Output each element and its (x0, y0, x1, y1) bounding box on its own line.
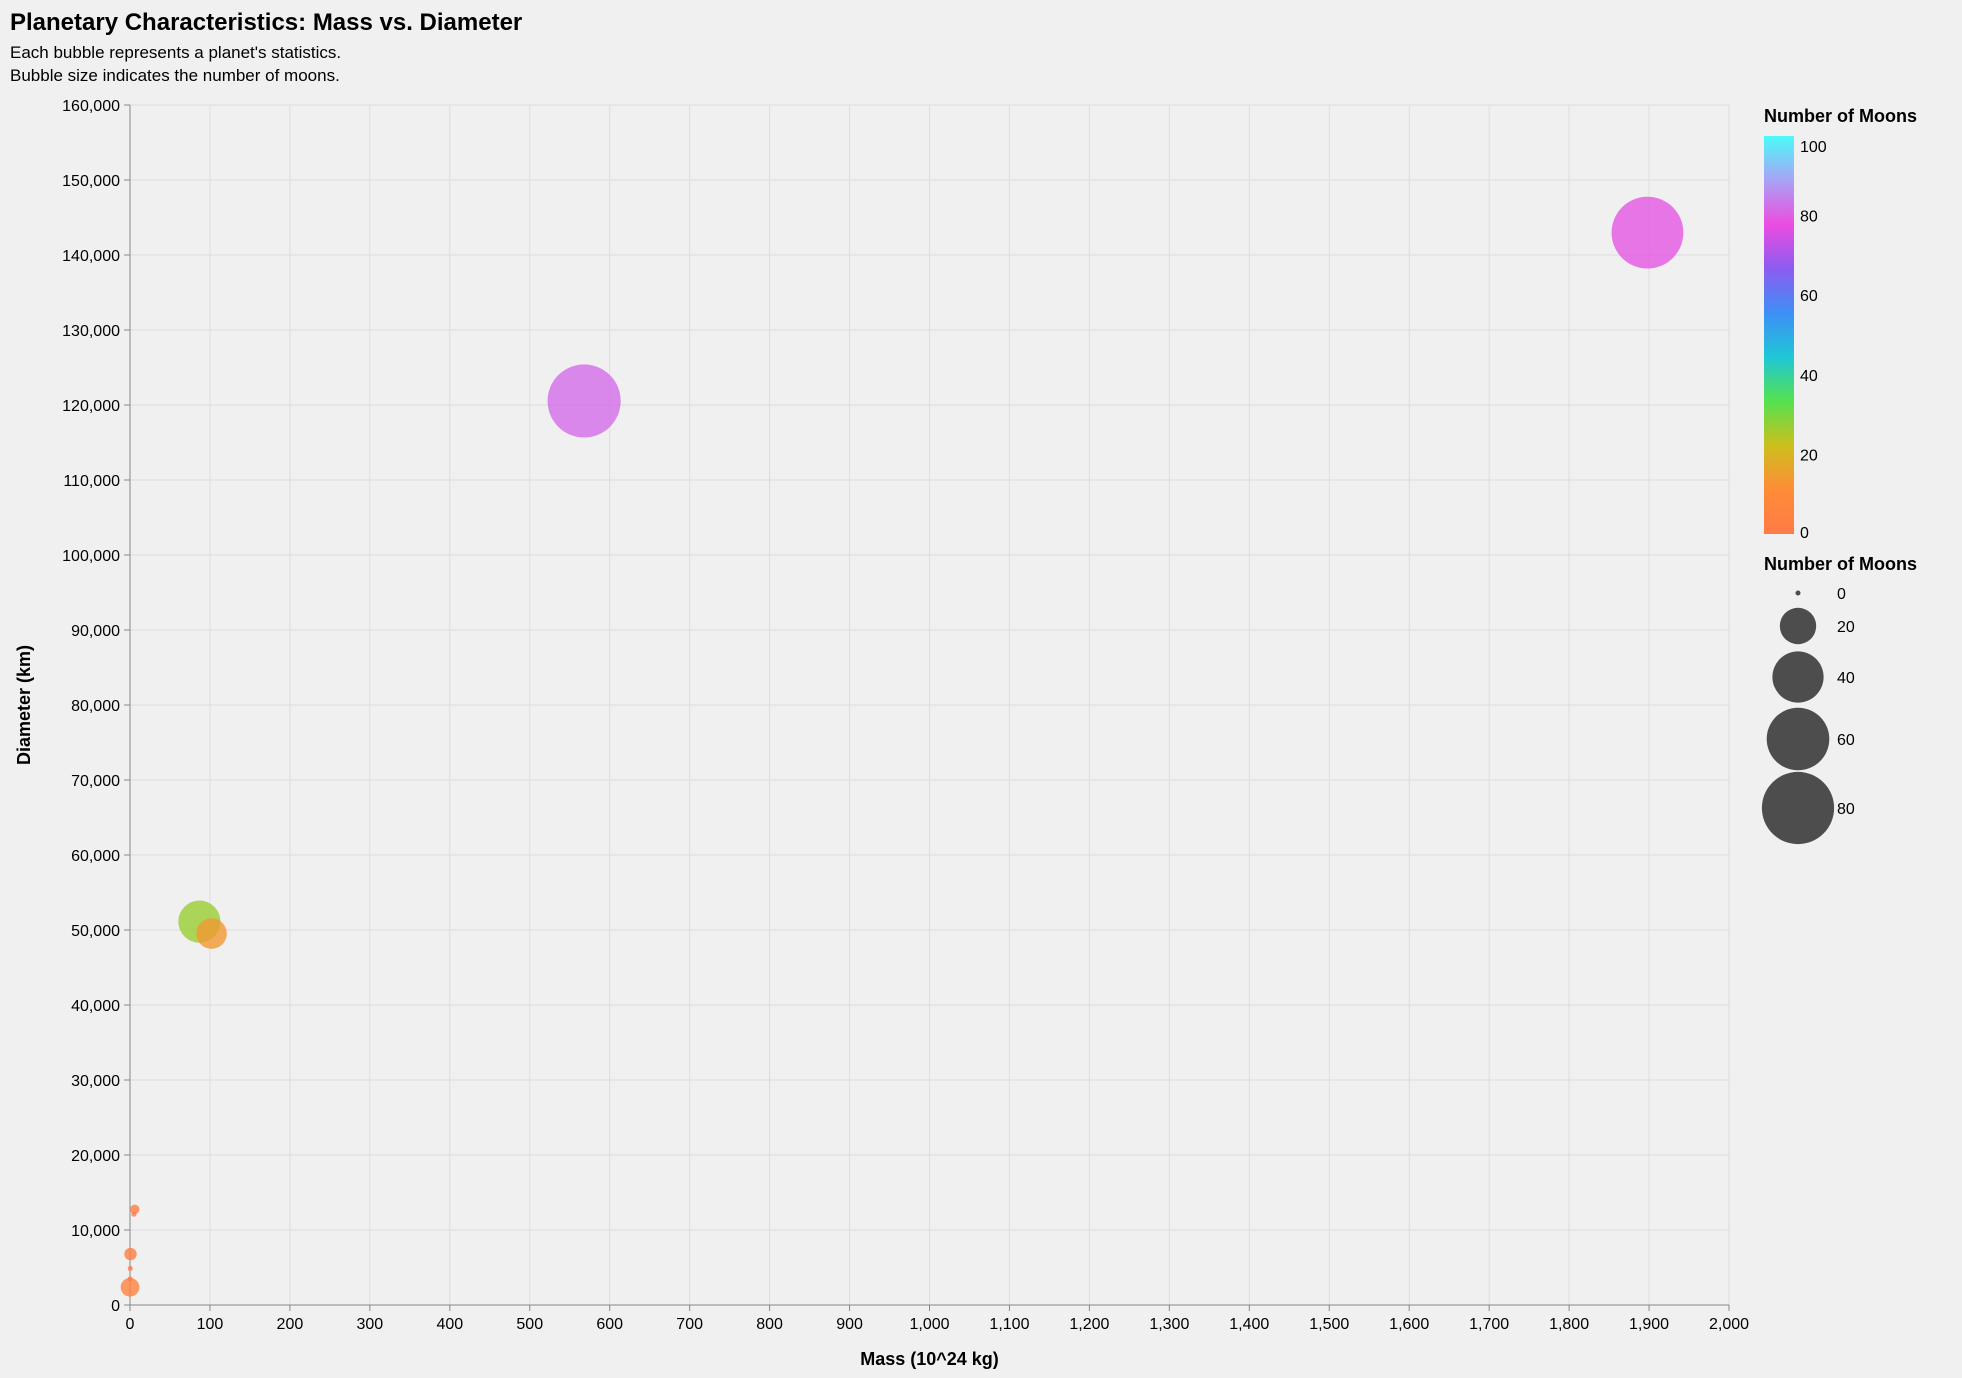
chart-subtitle-line-1: Each bubble represents a planet's statis… (10, 43, 341, 62)
gridlines (129, 104, 1730, 1306)
y-axis-title: Diameter (km) (14, 645, 34, 765)
x-tick-label: 1,700 (1469, 1316, 1509, 1333)
data-points (120, 196, 1684, 1297)
color-legend-tick-label: 0 (1800, 525, 1809, 542)
y-tick-label: 110,000 (63, 473, 120, 490)
y-tick-label: 80,000 (71, 698, 120, 715)
x-tick-label: 600 (596, 1316, 623, 1333)
x-tick-label: 1,800 (1549, 1316, 1589, 1333)
y-tick-label: 160,000 (62, 98, 120, 115)
size-legend-label: 60 (1837, 732, 1855, 749)
planet-bubble (196, 918, 227, 949)
planet-bubble (127, 1265, 133, 1271)
x-tick-label: 900 (836, 1316, 863, 1333)
y-tick-label: 30,000 (71, 1073, 120, 1090)
size-legend-label: 80 (1837, 801, 1855, 818)
color-legend-tick-label: 40 (1800, 368, 1818, 385)
y-tick-label: 150,000 (62, 173, 120, 190)
x-tick-label: 400 (436, 1316, 463, 1333)
y-tick-label: 10,000 (71, 1223, 120, 1240)
color-legend-title: Number of Moons (1764, 106, 1917, 126)
x-tick-label: 100 (197, 1316, 224, 1333)
size-legend-label: 0 (1837, 586, 1846, 603)
x-tick-label: 2,000 (1709, 1316, 1749, 1333)
size-legend-circle (1766, 707, 1830, 771)
planet-bubble (1611, 196, 1684, 269)
y-tick-label: 130,000 (62, 323, 120, 340)
planet-bubble (130, 1204, 140, 1215)
y-tick-label: 140,000 (62, 248, 120, 265)
color-legend-tick-label: 20 (1800, 447, 1818, 464)
color-legend-tick-label: 80 (1800, 209, 1818, 226)
x-tick-label: 800 (756, 1316, 783, 1333)
x-axis-title: Mass (10^24 kg) (860, 1349, 999, 1369)
x-tick-label: 1,600 (1389, 1316, 1429, 1333)
y-tick-label: 60,000 (71, 848, 120, 865)
planet-bubble (131, 1211, 137, 1217)
x-tick-label: 1,300 (1149, 1316, 1189, 1333)
color-legend-tick-label: 100 (1800, 139, 1827, 156)
legend: Number of Moons 0 20 40 60 80 100 Number of M… (1761, 106, 1917, 845)
x-tick-label: 300 (356, 1316, 383, 1333)
chart-title: Planetary Characteristics: Mass vs. Diam… (10, 9, 522, 36)
planet-bubble (127, 1276, 133, 1282)
y-tick-label: 90,000 (71, 623, 120, 640)
planet-bubble (120, 1277, 140, 1297)
x-tick-label: 200 (277, 1316, 304, 1333)
y-tick-label: 120,000 (62, 398, 120, 415)
size-legend-circle (1779, 607, 1817, 645)
size-legend-items: 0 20 40 60 80 (1761, 586, 1855, 845)
color-legend-ramp (1764, 136, 1794, 534)
x-tick-label: 1,500 (1309, 1316, 1349, 1333)
planet-bubble (124, 1247, 137, 1261)
x-tick-label: 500 (516, 1316, 543, 1333)
y-tick-label: 40,000 (71, 998, 120, 1015)
x-tick-label: 700 (676, 1316, 703, 1333)
x-tick-label: 0 (126, 1316, 135, 1333)
color-legend-tick-label: 60 (1800, 288, 1818, 305)
planet-bubble (547, 364, 621, 438)
size-legend-circle (1772, 651, 1824, 703)
size-legend-circle (1795, 590, 1801, 596)
y-tick-label: 50,000 (71, 923, 120, 940)
x-tick-label: 1,400 (1229, 1316, 1269, 1333)
y-tick-label: 100,000 (62, 548, 120, 565)
y-tick-label: 0 (111, 1298, 120, 1315)
size-legend-label: 40 (1837, 670, 1855, 687)
size-legend-title: Number of Moons (1764, 554, 1917, 574)
size-legend-label: 20 (1837, 619, 1855, 636)
y-tick-label: 70,000 (71, 773, 120, 790)
x-tick-label: 1,100 (989, 1316, 1029, 1333)
chart-subtitle-line-2: Bubble size indicates the number of moon… (10, 66, 340, 85)
size-legend-circle (1761, 771, 1835, 845)
y-tick-label: 20,000 (71, 1148, 120, 1165)
x-tick-label: 1,000 (909, 1316, 949, 1333)
x-tick-label: 1,900 (1629, 1316, 1669, 1333)
x-tick-label: 1,200 (1069, 1316, 1109, 1333)
color-legend-ticks: 0 20 40 60 80 100 (1800, 139, 1827, 542)
axes: 0 100 200 300 400 500 600 700 800 900 1,000 1,100 1,… (62, 98, 1749, 1333)
